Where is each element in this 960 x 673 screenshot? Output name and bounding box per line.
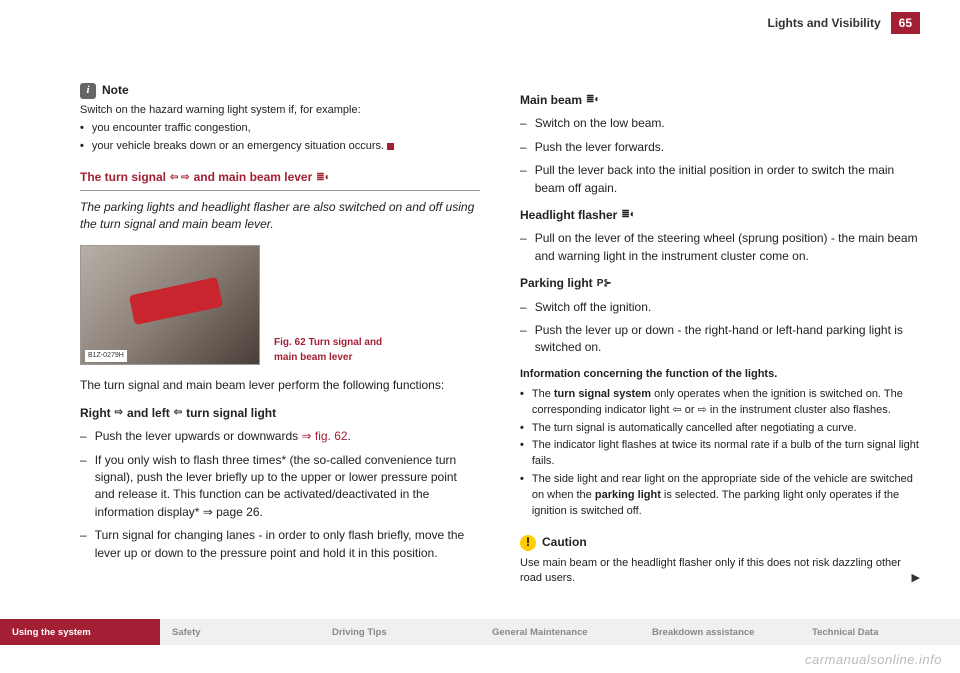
dash-icon: – — [520, 139, 527, 156]
continue-arrow-icon: ▶ — [912, 571, 920, 587]
footer-tab-safety[interactable]: Safety — [160, 619, 320, 645]
note-bullet: your vehicle breaks down or an emergency… — [92, 139, 394, 155]
footer-tab-technical[interactable]: Technical Data — [800, 619, 960, 645]
dash-text: If you only wish to flash three times* (… — [95, 452, 480, 522]
footer-nav: Using the system Safety Driving Tips Gen… — [0, 619, 960, 645]
dash-text: Pull on the lever of the steering wheel … — [535, 230, 920, 265]
footer-tab-driving-tips[interactable]: Driving Tips — [320, 619, 480, 645]
footer-tab-using-system[interactable]: Using the system — [0, 619, 160, 645]
bullet-icon: • — [80, 121, 84, 137]
turn-left-right-icon: ⇦ ⇨ — [170, 171, 190, 186]
topic-heading: The turn signal ⇦ ⇨ and main beam lever … — [80, 169, 480, 190]
info-bullet: The indicator light flashes at twice its… — [532, 438, 920, 470]
main-beam-icon: ≣◐ — [316, 171, 330, 186]
headlight-flasher-icon: ≣◐ — [621, 208, 635, 223]
dash-icon: – — [520, 322, 527, 357]
end-square-icon — [387, 143, 394, 150]
note-bullet: you encounter traffic congestion, — [92, 121, 251, 137]
info-icon: i — [80, 83, 96, 99]
caution-text: Use main beam or the headlight flasher o… — [520, 556, 920, 588]
body-text: The turn signal and main beam lever perf… — [80, 377, 480, 394]
caution-label: Caution — [542, 534, 587, 551]
dash-icon: – — [80, 452, 87, 522]
bullet-icon: • — [520, 472, 524, 520]
parking-light-icon: P⊱ — [597, 277, 612, 292]
bullet-icon: • — [80, 139, 84, 155]
dash-text: Turn signal for changing lanes - in orde… — [95, 527, 480, 562]
dash-icon: – — [80, 428, 87, 445]
dash-text: Switch on the low beam. — [535, 115, 665, 132]
dash-text: Switch off the ignition. — [535, 299, 652, 316]
figure-caption: Fig. 62 Turn signal and main beam lever — [274, 336, 394, 365]
dash-text: Pull the lever back into the initial pos… — [535, 162, 920, 197]
turn-left-icon: ⇦ — [174, 406, 182, 421]
dash-icon: – — [520, 115, 527, 132]
bullet-icon: • — [520, 387, 524, 419]
fig-link[interactable]: ⇒ fig. 62 — [301, 429, 347, 443]
footer-tab-maintenance[interactable]: General Maintenance — [480, 619, 640, 645]
intro-text: The parking lights and headlight flasher… — [80, 199, 480, 234]
page-number: 65 — [891, 12, 920, 34]
footer-tab-breakdown[interactable]: Breakdown assistance — [640, 619, 800, 645]
sub-heading-right-left: Right ⇨ and left ⇦ turn signal light — [80, 405, 480, 422]
dash-icon: – — [80, 527, 87, 562]
dash-text: Push the lever upwards or downwards ⇒ fi… — [95, 428, 351, 445]
note-intro: Switch on the hazard warning light syste… — [80, 103, 480, 119]
dash-icon: – — [520, 230, 527, 265]
info-bullet: The turn signal system only operates whe… — [532, 387, 920, 419]
lever-graphic — [129, 277, 223, 325]
sub-heading-headlight-flasher: Headlight flasher≣◐ — [520, 207, 920, 224]
sub-heading-main-beam: Main beam≣◐ — [520, 92, 920, 109]
watermark: carmanualsonline.info — [805, 652, 942, 667]
info-bullet: The turn signal is automatically cancell… — [532, 421, 857, 437]
bullet-icon: • — [520, 438, 524, 470]
note-label: Note — [102, 82, 129, 99]
figure-code: B1Z-0279H — [85, 350, 127, 362]
dash-icon: – — [520, 299, 527, 316]
right-column: Main beam≣◐ –Switch on the low beam. –Pu… — [520, 82, 920, 642]
dash-text: Push the lever forwards. — [535, 139, 664, 156]
figure-image: B1Z-0279H — [80, 245, 260, 365]
main-beam-icon: ≣◐ — [586, 93, 600, 108]
section-title: Lights and Visibility — [768, 16, 881, 30]
turn-right-icon: ⇨ — [115, 406, 123, 421]
info-bullet: The side light and rear light on the app… — [532, 472, 920, 520]
caution-icon: ! — [520, 535, 536, 551]
bullet-icon: • — [520, 421, 524, 437]
info-heading: Information concerning the function of t… — [520, 367, 920, 383]
dash-text: Push the lever up or down - the right-ha… — [535, 322, 920, 357]
left-column: i Note Switch on the hazard warning ligh… — [80, 82, 480, 642]
sub-heading-parking-light: Parking lightP⊱ — [520, 275, 920, 292]
dash-icon: – — [520, 162, 527, 197]
